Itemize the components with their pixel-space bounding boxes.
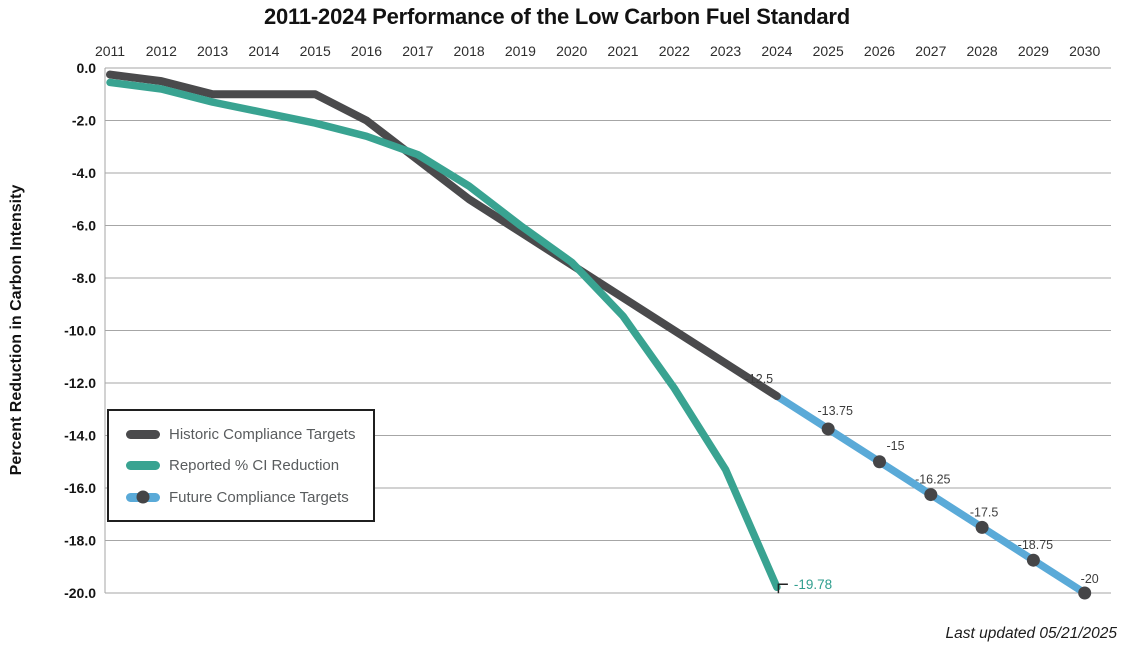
y-tick-label: -18.0 xyxy=(64,533,96,549)
y-tick-label: -14.0 xyxy=(64,428,96,444)
reported-end-value-label: -19.78 xyxy=(794,577,832,592)
legend-label: Reported % CI Reduction xyxy=(169,457,340,474)
y-tick-label: 0.0 xyxy=(77,60,97,76)
y-tick-label: -16.0 xyxy=(64,480,96,496)
future-target-marker xyxy=(1026,553,1040,567)
x-tick-label: 2016 xyxy=(351,43,382,59)
future-target-marker xyxy=(873,455,886,469)
callout-line xyxy=(777,583,788,594)
reported-ci-line xyxy=(106,78,781,591)
historic-targets-line xyxy=(106,70,781,401)
future-target-marker xyxy=(821,422,835,436)
x-tick-label: 2025 xyxy=(813,43,844,59)
legend-item: Reported % CI Reduction xyxy=(126,457,373,474)
legend-item: Future Compliance Targets xyxy=(126,489,373,506)
x-tick-label: 2013 xyxy=(197,43,228,59)
y-tick-label: -20.0 xyxy=(64,585,96,601)
target-value-label: -17.5 xyxy=(970,505,999,519)
target-value-label: -15 xyxy=(886,439,904,453)
x-tick-label: 2030 xyxy=(1069,43,1100,59)
future-target-marker xyxy=(975,520,989,534)
y-tick-label: -4.0 xyxy=(72,165,96,181)
target-value-label: -13.75 xyxy=(817,404,852,418)
y-tick-label: -12.0 xyxy=(64,375,96,391)
last-updated-note: Last updated 05/21/2025 xyxy=(945,625,1117,642)
x-tick-label: 2019 xyxy=(505,43,536,59)
x-tick-label: 2024 xyxy=(761,43,792,59)
y-tick-label: -8.0 xyxy=(72,270,96,286)
legend-label: Historic Compliance Targets xyxy=(169,425,356,443)
x-tick-label: 2023 xyxy=(710,43,741,59)
legend-marker-dot-icon xyxy=(136,490,150,504)
target-value-label: -12.5 xyxy=(745,372,774,386)
target-value-label: -20 xyxy=(1081,572,1099,586)
x-tick-label: 2029 xyxy=(1018,43,1049,59)
x-tick-label: 2021 xyxy=(607,43,638,59)
future-target-marker xyxy=(1078,586,1092,600)
x-tick-label: 2012 xyxy=(146,43,177,59)
x-tick-label: 2015 xyxy=(300,43,331,59)
legend-label: Future Compliance Targets xyxy=(169,488,349,506)
x-tick-label: 2018 xyxy=(454,43,485,59)
legend-item: Historic Compliance Targets xyxy=(126,426,373,443)
x-tick-label: 2027 xyxy=(915,43,946,59)
x-tick-label: 2028 xyxy=(967,43,998,59)
legend-line-swatch-icon xyxy=(126,461,160,470)
legend-line-swatch-icon xyxy=(126,490,160,504)
x-tick-label: 2022 xyxy=(659,43,690,59)
target-value-label: -16.25 xyxy=(915,473,950,487)
target-value-label: -18.75 xyxy=(1018,538,1053,552)
future-target-marker xyxy=(924,488,938,502)
x-tick-label: 2026 xyxy=(864,43,895,59)
y-tick-label: -2.0 xyxy=(72,113,96,129)
legend-line-swatch-icon xyxy=(126,429,160,439)
x-tick-label: 2014 xyxy=(248,43,279,59)
x-tick-label: 2017 xyxy=(402,43,433,59)
y-tick-label: -6.0 xyxy=(72,218,96,234)
x-tick-label: 2020 xyxy=(556,43,587,59)
chart-title: 2011-2024 Performance of the Low Carbon … xyxy=(263,4,850,29)
x-tick-label: 2011 xyxy=(95,43,125,59)
legend: Historic Compliance Targets Reported % CI… xyxy=(107,409,375,522)
y-tick-label: -10.0 xyxy=(64,323,96,339)
